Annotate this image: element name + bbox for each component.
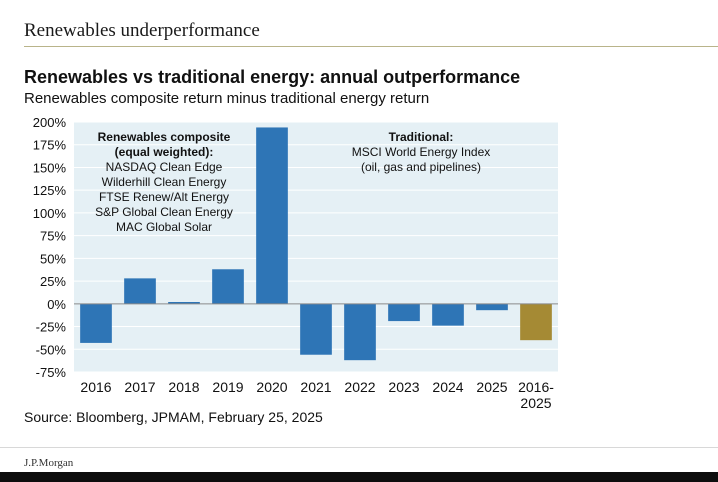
x-tick-label-line: 2023 [388,379,419,395]
x-tick-label: 2019 [212,379,243,395]
x-tick-label-line: 2022 [344,379,375,395]
x-tick-label: 2022 [344,379,375,395]
x-tick-label-line: 2024 [432,379,463,395]
x-tick-label: 2023 [388,379,419,395]
x-tick-label-line: 2016 [80,379,111,395]
footer-divider [0,447,718,448]
bottom-band [0,472,718,482]
x-tick-label-line: 2025 [520,395,551,410]
annotation-renewables-line: S&P Global Clean Energy [95,205,233,219]
y-tick-label: 175% [33,138,67,153]
x-tick-label: 2024 [432,379,463,395]
x-tick-label: 2016 [80,379,111,395]
bar-2024 [432,303,464,326]
x-tick-label-line: 2017 [124,379,155,395]
annotation-renewables-line: FTSE Renew/Alt Energy [99,190,229,204]
annotation-renewables-line: (equal weighted): [115,145,214,159]
x-tick-label-line: 2025 [476,379,507,395]
y-tick-label: 125% [33,183,67,198]
y-tick-label: 0% [47,297,66,312]
y-tick-label: 150% [33,160,67,175]
bar-2019 [212,269,244,304]
bar-2022 [344,303,376,361]
bar-2020 [256,127,288,304]
bar-2016-2025 [520,303,552,341]
annotation-renewables-line: Renewables composite [98,130,231,144]
y-tick-label: -50% [36,342,67,357]
x-tick-label: 2021 [300,379,331,395]
y-tick-label: -25% [36,320,67,335]
x-tick-label-line: 2019 [212,379,243,395]
chart-subtitle: Renewables composite return minus tradit… [24,90,430,107]
x-tick-label-line: 2021 [300,379,331,395]
annotation-renewables-line: NASDAQ Clean Edge [106,160,223,174]
bar-2025 [476,303,508,311]
y-tick-label: -75% [36,365,67,380]
y-tick-label: 50% [40,251,66,266]
bar-2016 [80,303,112,343]
source-note: Source: Bloomberg, JPMAM, February 25, 2… [24,409,323,425]
annotation-traditional-line: Traditional: [389,130,454,144]
x-tick-label-line: 2018 [168,379,199,395]
bar-2021 [300,303,332,355]
chart-title: Renewables vs traditional energy: annual… [24,67,521,87]
bar-2017 [124,278,156,304]
x-tick-label: 2025 [476,379,507,395]
annotation-traditional-line: (oil, gas and pipelines) [361,160,481,174]
jpmorgan-logo: J.P.Morgan [24,457,74,469]
y-tick-label: 25% [40,274,66,289]
bar-2018 [168,302,200,304]
x-tick-label-line: 2020 [256,379,287,395]
annotation-renewables-line: MAC Global Solar [116,220,212,234]
y-tick-label: 75% [40,229,66,244]
annotation-traditional-line: MSCI World Energy Index [352,145,491,159]
bar-2023 [388,303,420,322]
y-tick-label: 100% [33,206,67,221]
page-title: Renewables underperformance [24,20,260,41]
title-divider [24,46,718,47]
annotation-renewables-line: Wilderhill Clean Energy [102,175,227,189]
y-tick-label: 200% [33,115,67,130]
x-tick-label: 2020 [256,379,287,395]
x-tick-label: 2016-2025 [518,379,554,410]
x-tick-label: 2018 [168,379,199,395]
bar-chart: -75% -50% -25% 0% 25% 50% 75% 100% 125% 150% 175% 2… [33,115,558,410]
x-tick-label-line: 2016- [518,379,554,395]
x-tick-label: 2017 [124,379,155,395]
